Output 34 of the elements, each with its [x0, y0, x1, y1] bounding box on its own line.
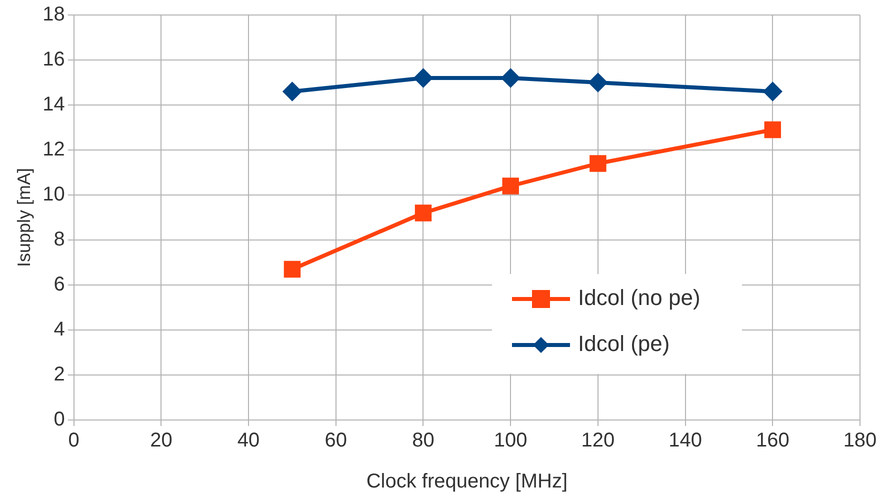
point	[502, 69, 520, 87]
y-tick-label: 16	[42, 48, 65, 71]
x-tick-label: 60	[324, 430, 348, 452]
y-tick-label: 2	[54, 364, 65, 386]
y-tick-label: 14	[42, 94, 65, 116]
y-tick-label: 0	[54, 408, 65, 431]
point	[414, 204, 432, 222]
point	[414, 69, 432, 87]
y-tick-label: 12	[42, 138, 65, 161]
x-axis-title: Clock frequency [MHz]	[366, 470, 568, 493]
y-tick-label: 8	[54, 228, 65, 251]
point	[764, 82, 782, 100]
point	[588, 74, 607, 92]
point	[764, 121, 782, 138]
y-tick-label: 18	[42, 4, 65, 26]
x-tick-label: 20	[150, 430, 172, 452]
x-tick-label: 120	[581, 430, 615, 452]
legend-label: Idcol (no pe)	[578, 285, 700, 310]
x-tick-label: 140	[668, 430, 702, 452]
y-tick-label: 4	[54, 318, 65, 341]
x-tick-label: 0	[68, 430, 80, 452]
point	[590, 155, 606, 172]
y-tick-label: 6	[54, 274, 65, 296]
x-tick-label: 180	[843, 430, 877, 452]
x-tick-label: 100	[494, 430, 528, 452]
legend-label: Idcol (pe)	[578, 331, 670, 356]
point	[284, 260, 301, 278]
y-axis-title: Isupply [mA]	[14, 168, 34, 268]
x-tick-label: 80	[412, 430, 434, 452]
x-tick-label: 160	[756, 430, 790, 452]
point	[283, 82, 302, 100]
point	[502, 178, 519, 194]
y-tick-label: 10	[42, 184, 65, 206]
x-tick-label: 40	[237, 430, 260, 452]
